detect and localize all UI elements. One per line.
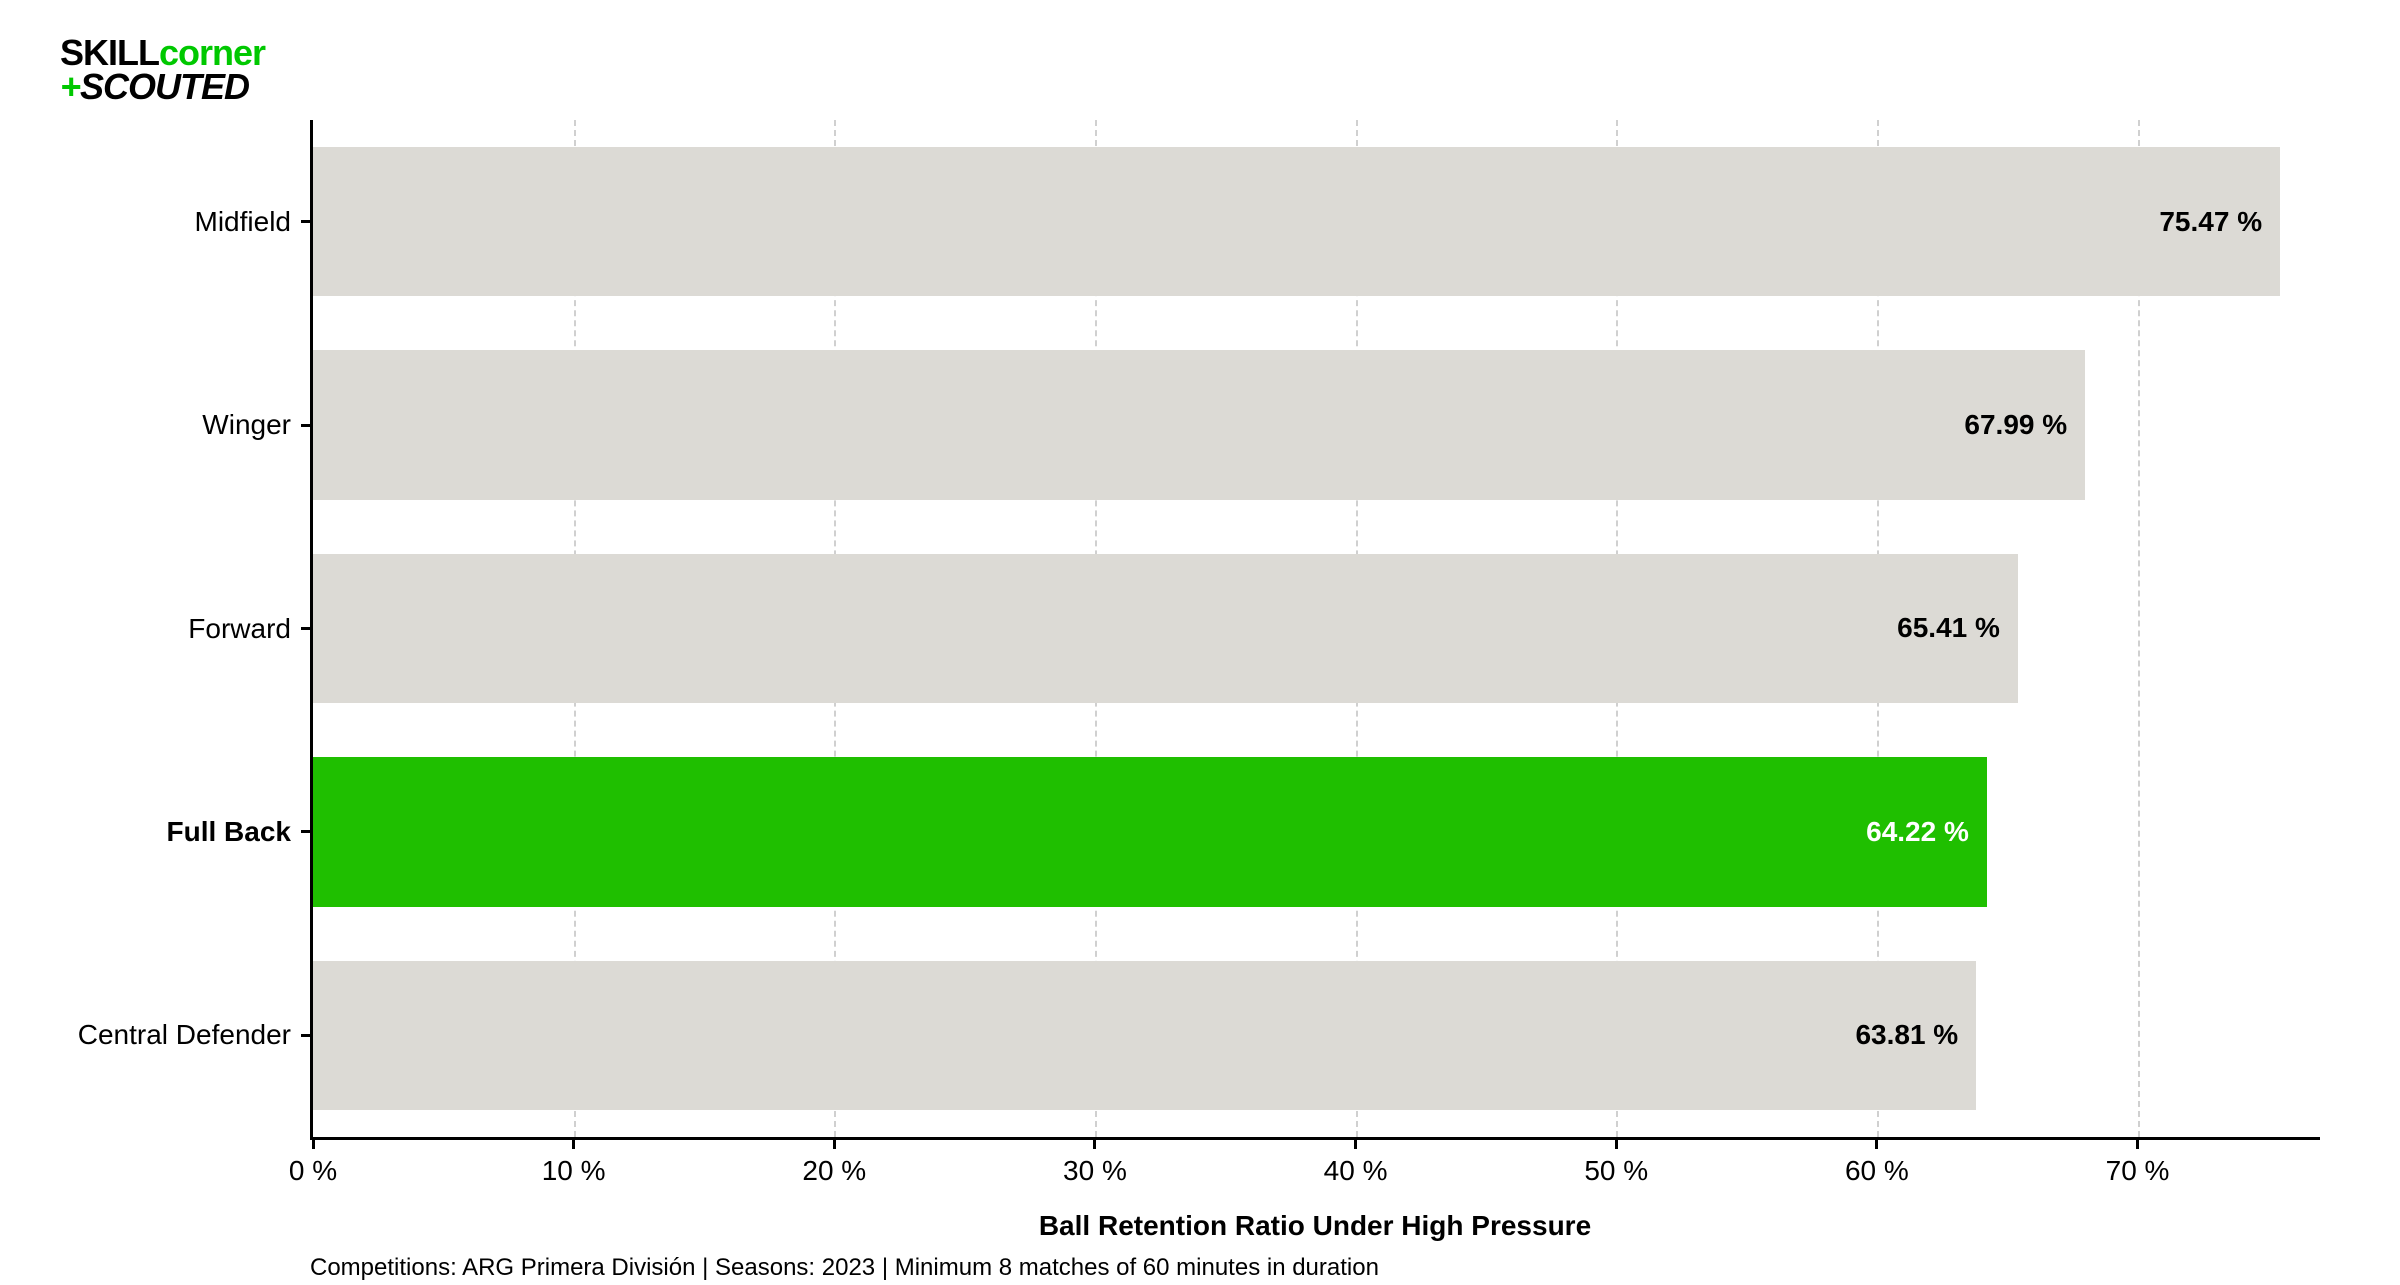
bar-value-label: 75.47 % [2159, 206, 2262, 238]
x-tick-label: 0 % [289, 1137, 337, 1187]
chart-footnote: Competitions: ARG Primera División | Sea… [310, 1254, 1379, 1282]
bar: 63.81 % [313, 961, 1976, 1110]
x-tick-label: 30 % [1063, 1137, 1127, 1187]
bar-row: 64.22 % [313, 757, 2320, 906]
y-category-label: Full Back [167, 816, 313, 848]
plot-region: 0 %10 %20 %30 %40 %50 %60 %70 %75.47 %Mi… [310, 120, 2320, 1140]
bar: 65.41 % [313, 554, 2018, 703]
chart-area: 0 %10 %20 %30 %40 %50 %60 %70 %75.47 %Mi… [310, 120, 2320, 1140]
y-category-label: Forward [188, 613, 313, 645]
bar-value-label: 63.81 % [1855, 1019, 1958, 1051]
x-tick-label: 20 % [802, 1137, 866, 1187]
bar-row: 75.47 % [313, 147, 2320, 296]
logo-line-2: +SCOUTED [60, 69, 265, 105]
bar-row: 63.81 % [313, 961, 2320, 1110]
x-tick-label: 60 % [1845, 1137, 1909, 1187]
bar: 64.22 % [313, 757, 1987, 906]
logo: SKILLcorner +SCOUTED [60, 35, 265, 105]
bar-row: 67.99 % [313, 350, 2320, 499]
y-category-label: Central Defender [78, 1019, 313, 1051]
bar-value-label: 65.41 % [1897, 612, 2000, 644]
logo-scouted-text: SCOUTED [80, 66, 249, 107]
x-tick-label: 40 % [1324, 1137, 1388, 1187]
logo-plus-icon: + [60, 69, 80, 105]
y-category-label: Winger [202, 409, 313, 441]
bar-value-label: 67.99 % [1964, 409, 2067, 441]
bar-value-label: 64.22 % [1866, 816, 1969, 848]
bar: 67.99 % [313, 350, 2085, 499]
x-tick-label: 70 % [2106, 1137, 2170, 1187]
chart-container: SKILLcorner +SCOUTED 0 %10 %20 %30 %40 %… [0, 0, 2400, 1285]
bar: 75.47 % [313, 147, 2280, 296]
y-category-label: Midfield [195, 206, 313, 238]
x-axis-title: Ball Retention Ratio Under High Pressure [1039, 1210, 1591, 1242]
x-tick-label: 10 % [542, 1137, 606, 1187]
bar-row: 65.41 % [313, 554, 2320, 703]
x-tick-label: 50 % [1584, 1137, 1648, 1187]
